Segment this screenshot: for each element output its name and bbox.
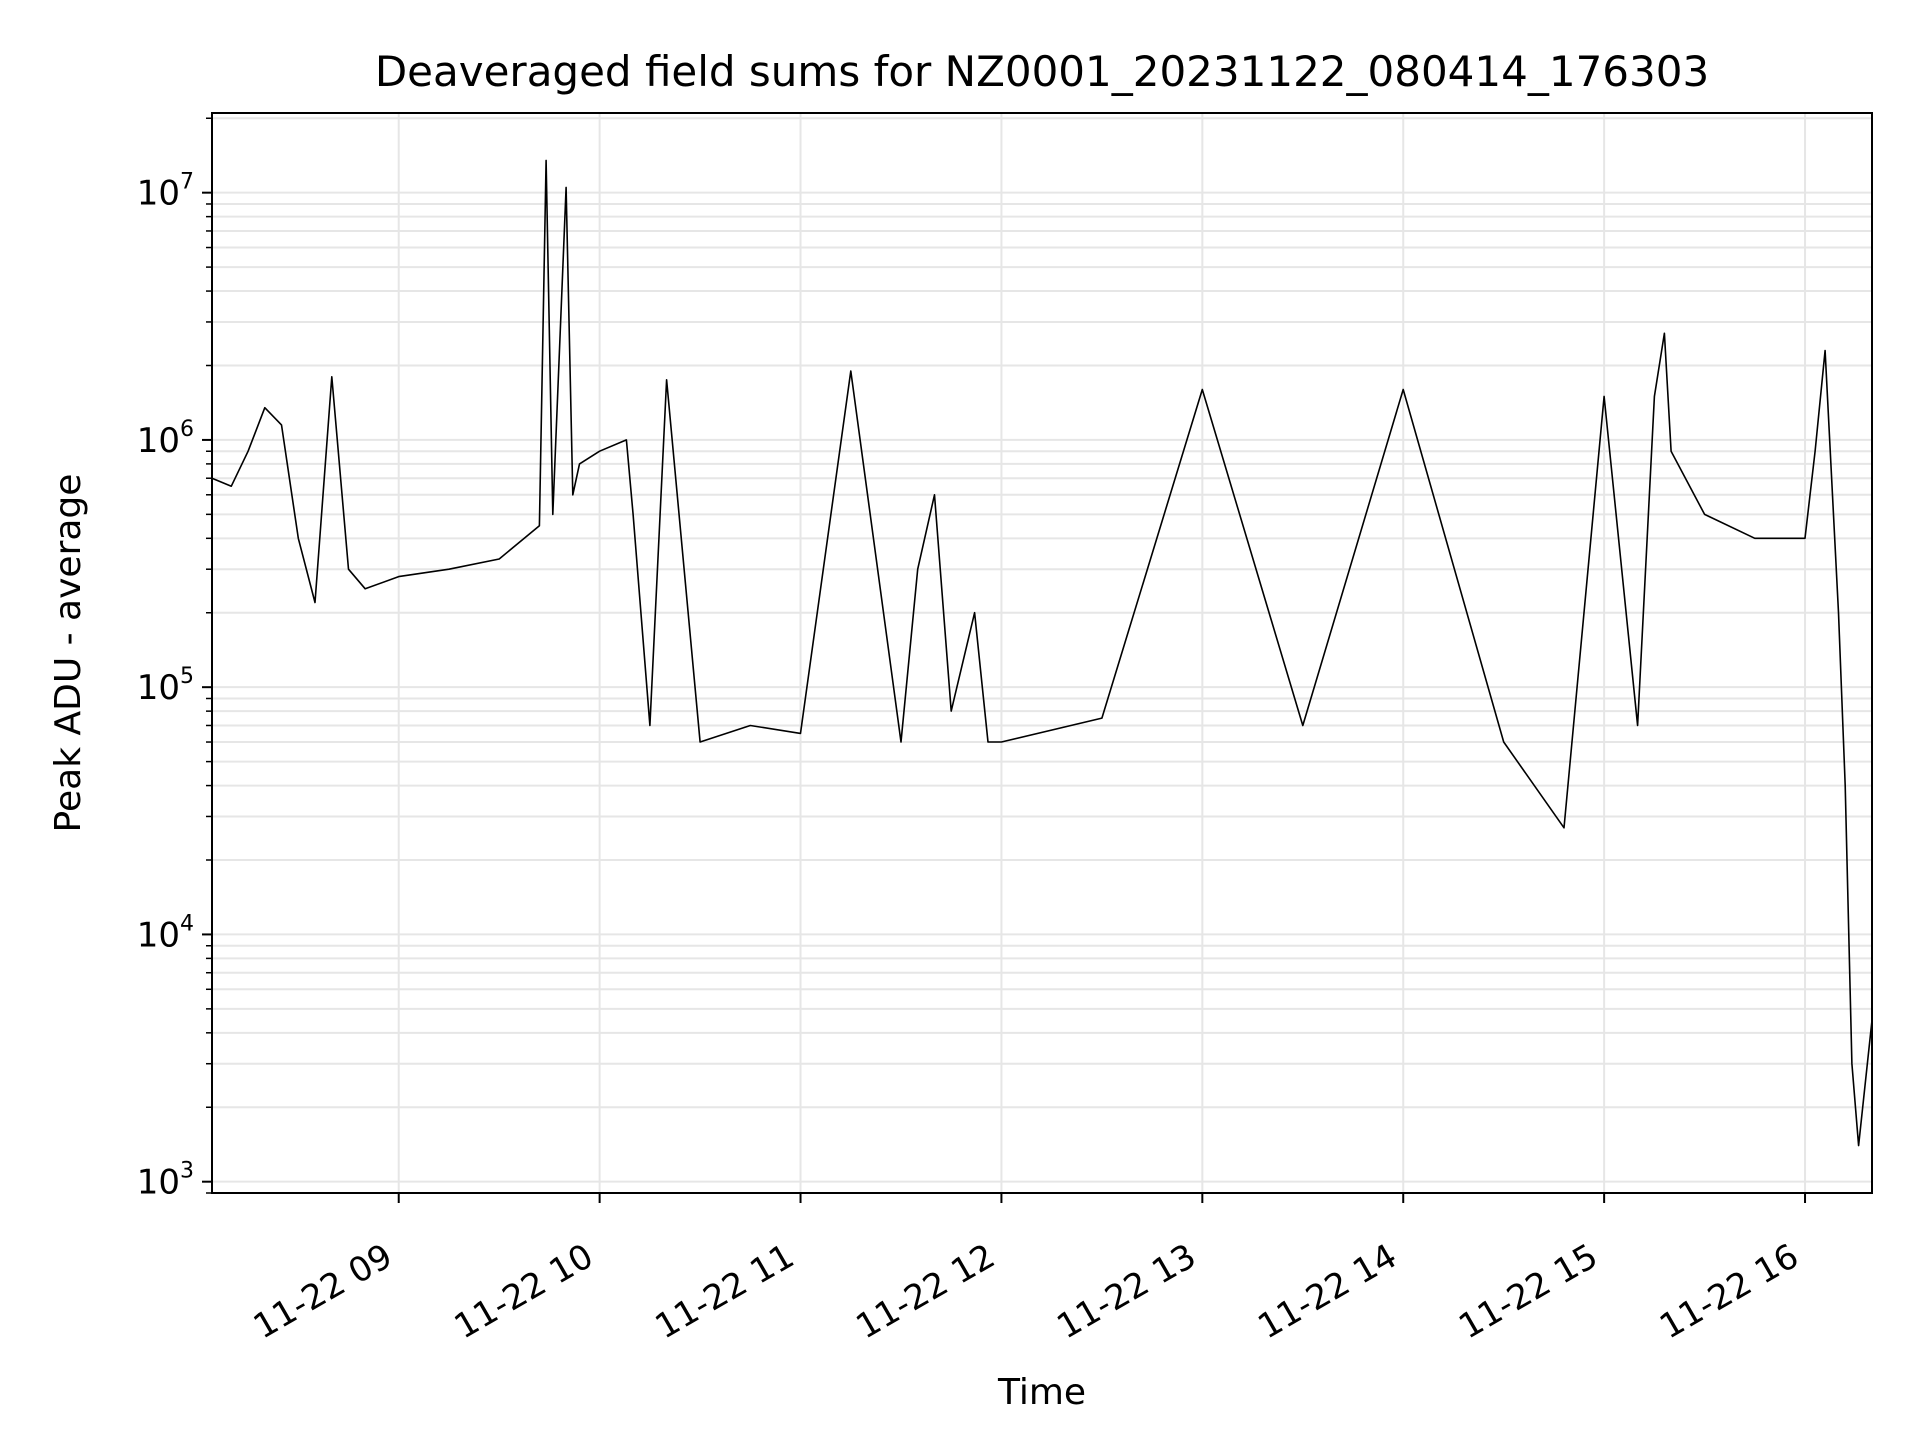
y-tick-exponent: 7 — [180, 170, 194, 195]
grid-layer — [212, 113, 1872, 1194]
y-tick-exponent: 4 — [180, 911, 194, 936]
x-axis-title: Time — [997, 1372, 1086, 1413]
y-tick-label: 105 — [137, 664, 194, 708]
y-tick-label: 106 — [137, 417, 194, 461]
y-tick-exponent: 3 — [180, 1159, 194, 1184]
y-tick-exponent: 5 — [180, 664, 194, 689]
series-line-0 — [211, 159, 1873, 1147]
x-tick-label: 11-22 15 — [1452, 1236, 1604, 1347]
x-tick-label: 11-22 16 — [1653, 1236, 1805, 1347]
y-axis-title: Peak ADU - average — [48, 474, 89, 833]
y-tick-exponent: 6 — [180, 417, 194, 442]
y-tick-label: 107 — [137, 170, 194, 214]
y-tick-base: 10 — [137, 668, 180, 708]
y-tick-base: 10 — [137, 915, 180, 955]
y-tick-base: 10 — [137, 421, 180, 461]
x-tick-label: 11-22 13 — [1050, 1236, 1202, 1347]
x-tick-label: 11-22 11 — [649, 1236, 801, 1347]
x-tick-label: 11-22 12 — [850, 1236, 1002, 1347]
y-tick-label: 103 — [137, 1159, 194, 1203]
x-tick-label: 11-22 09 — [247, 1236, 399, 1347]
series-layer — [211, 159, 1873, 1147]
chart-title: Deaveraged field sums for NZ0001_2023112… — [375, 47, 1709, 96]
y-tick-label: 104 — [137, 911, 194, 955]
y-tick-base: 10 — [137, 174, 180, 214]
x-tick-label: 11-22 10 — [448, 1236, 600, 1347]
plot-frame — [211, 112, 1873, 1194]
x-tick-label: 11-22 14 — [1251, 1236, 1403, 1347]
y-tick-base: 10 — [137, 1163, 180, 1203]
